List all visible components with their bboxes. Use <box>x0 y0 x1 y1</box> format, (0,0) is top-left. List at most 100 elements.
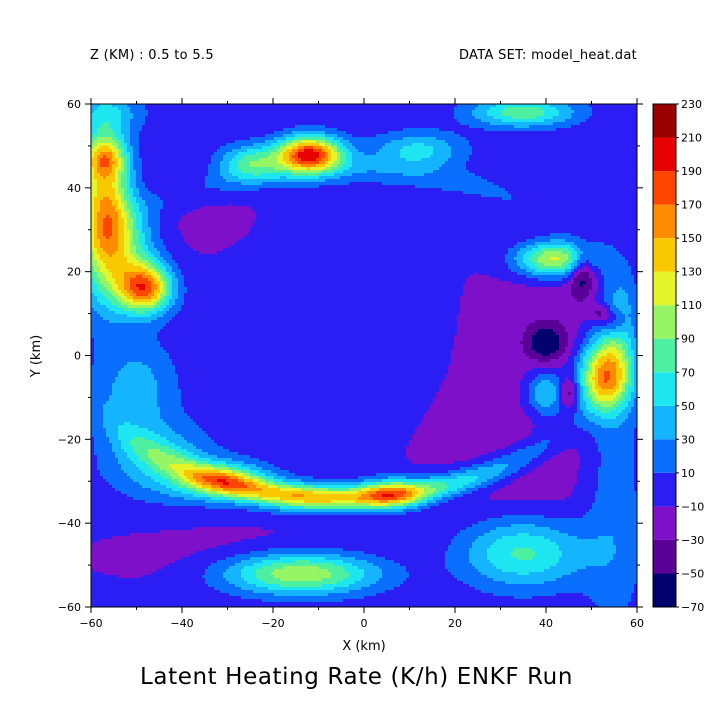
field-cell <box>178 434 181 437</box>
field-cell <box>163 434 166 437</box>
field-cell <box>142 185 145 188</box>
field-cell <box>115 590 118 593</box>
field-cell <box>178 452 181 455</box>
field-cell <box>106 221 109 224</box>
field-cell <box>148 539 151 542</box>
field-cell <box>91 242 94 245</box>
field-cell <box>145 557 148 560</box>
field-cell <box>178 263 181 266</box>
field-cell <box>145 212 148 215</box>
field-cell <box>124 326 127 329</box>
field-cell <box>175 503 178 506</box>
field-cell <box>112 164 115 167</box>
field-cell <box>151 209 154 212</box>
field-cell <box>103 452 106 455</box>
field-cell <box>148 137 151 140</box>
field-cell <box>166 422 169 425</box>
field-cell <box>169 329 172 332</box>
field-cell <box>163 593 166 596</box>
field-cell <box>91 557 94 560</box>
field-cell <box>175 584 178 587</box>
field-cell <box>157 305 160 308</box>
field-cell <box>109 362 112 365</box>
field-cell <box>172 359 175 362</box>
field-cell <box>163 584 166 587</box>
field-cell <box>172 398 175 401</box>
field-cell <box>109 434 112 437</box>
field-cell <box>172 377 175 380</box>
field-cell <box>148 257 151 260</box>
field-cell <box>94 272 97 275</box>
field-cell <box>97 536 100 539</box>
field-cell <box>94 173 97 176</box>
field-cell <box>175 542 178 545</box>
field-cell <box>97 272 100 275</box>
field-cell <box>97 566 100 569</box>
field-cell <box>109 587 112 590</box>
field-cell <box>100 449 103 452</box>
field-cell <box>106 188 109 191</box>
field-cell <box>169 326 172 329</box>
field-cell <box>169 587 172 590</box>
field-cell <box>178 308 181 311</box>
field-cell <box>133 554 136 557</box>
field-cell <box>94 452 97 455</box>
field-cell <box>97 167 100 170</box>
field-cell <box>127 416 130 419</box>
field-cell <box>175 515 178 518</box>
field-cell <box>94 482 97 485</box>
field-cell <box>91 590 94 593</box>
field-cell <box>172 494 175 497</box>
field-cell <box>115 371 118 374</box>
field-cell <box>163 191 166 194</box>
field-cell <box>118 599 121 602</box>
field-cell <box>127 149 130 152</box>
field-cell <box>115 302 118 305</box>
field-cell <box>154 482 157 485</box>
field-cell <box>142 506 145 509</box>
field-cell <box>94 521 97 524</box>
field-cell <box>100 524 103 527</box>
field-cell <box>163 527 166 530</box>
field-cell <box>148 269 151 272</box>
field-cell <box>97 398 100 401</box>
field-cell <box>142 221 145 224</box>
field-cell <box>160 551 163 554</box>
field-cell <box>127 584 130 587</box>
field-cell <box>91 365 94 368</box>
field-cell <box>130 299 133 302</box>
field-cell <box>160 563 163 566</box>
field-cell <box>109 536 112 539</box>
field-cell <box>109 431 112 434</box>
field-cell <box>118 491 121 494</box>
field-cell <box>163 317 166 320</box>
field-cell <box>106 167 109 170</box>
field-cell <box>127 359 130 362</box>
field-cell <box>160 503 163 506</box>
field-cell <box>91 518 94 521</box>
field-cell <box>166 425 169 428</box>
field-cell <box>160 293 163 296</box>
field-cell <box>91 398 94 401</box>
field-cell <box>178 104 181 107</box>
field-cell <box>118 257 121 260</box>
field-cell <box>148 341 151 344</box>
field-cell <box>148 152 151 155</box>
field-cell <box>115 467 118 470</box>
field-cell <box>109 599 112 602</box>
field-cell <box>103 131 106 134</box>
field-cell <box>115 281 118 284</box>
field-cell <box>160 248 163 251</box>
field-cell <box>169 341 172 344</box>
field-cell <box>163 275 166 278</box>
field-cell <box>157 488 160 491</box>
field-cell <box>112 440 115 443</box>
field-cell <box>112 437 115 440</box>
field-cell <box>160 482 163 485</box>
field-cell <box>112 599 115 602</box>
field-cell <box>139 230 142 233</box>
field-cell <box>172 206 175 209</box>
field-cell <box>133 197 136 200</box>
field-cell <box>133 104 136 107</box>
field-cell <box>148 296 151 299</box>
